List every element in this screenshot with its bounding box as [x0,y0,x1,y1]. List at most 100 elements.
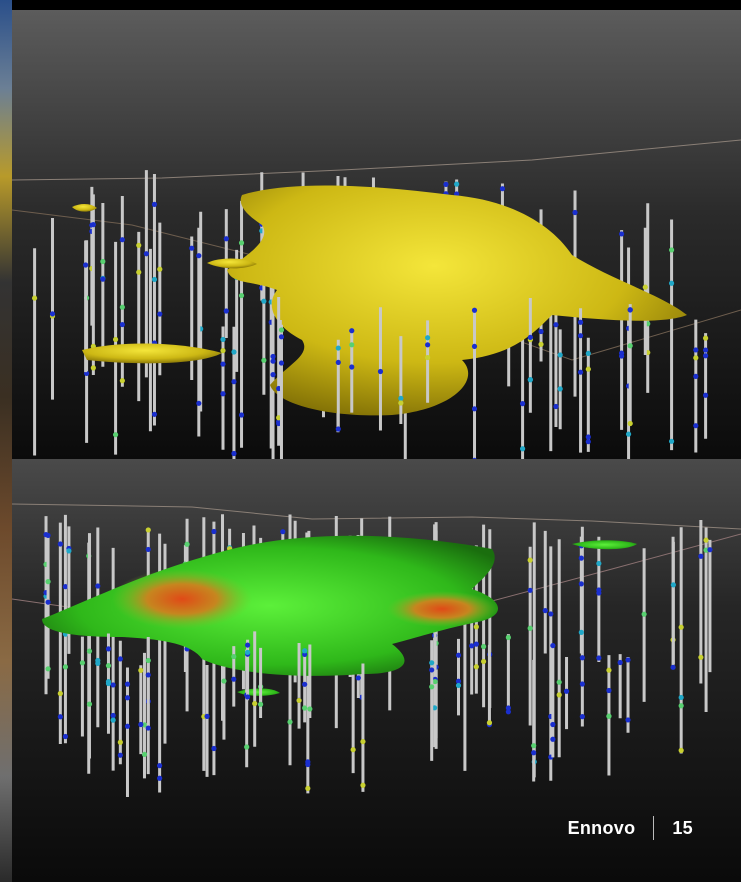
sample-marker [157,266,163,272]
sample-marker [698,553,704,559]
sample-marker [527,557,533,563]
sample-marker [302,705,308,711]
sample-marker [471,343,478,349]
sample-marker [238,412,245,418]
sample-marker [553,322,559,328]
sample-marker [157,763,163,769]
sample-marker [596,590,602,596]
sample-marker [145,672,151,678]
sample-marker [577,319,584,325]
sample-marker [398,400,404,406]
sample-marker [596,560,602,567]
sample-marker [471,406,478,412]
sample-marker [231,676,237,682]
sample-marker [550,642,556,649]
sample-marker [579,681,585,687]
sample-marker [110,712,116,719]
sample-marker [66,548,72,554]
sample-marker [703,537,709,543]
sample-marker [83,262,89,268]
sample-marker [455,652,462,658]
drillholes-top-front [220,296,709,459]
sample-marker [257,701,264,707]
sample-marker [625,657,631,663]
sample-marker [124,695,131,701]
sample-marker [278,360,285,366]
sample-marker [138,667,144,673]
sample-marker [527,334,533,340]
sample-marker [349,364,355,370]
sample-marker [527,625,533,631]
sample-marker [355,675,361,681]
sample-marker [360,738,366,745]
sample-marker [141,751,148,758]
sample-marker [296,697,302,704]
sample-marker [527,587,533,593]
sample-marker [349,342,355,348]
sample-marker [606,667,612,673]
sample-marker [117,752,123,758]
sample-marker [703,335,709,341]
sample-marker [62,733,69,740]
sample-marker [335,345,341,351]
sample-marker [572,209,578,216]
sample-marker [302,651,308,658]
sample-marker [100,258,106,265]
sample-marker [151,201,158,207]
sample-marker [151,276,158,283]
sample-marker [703,547,709,553]
bottom-3d-scene [12,459,741,882]
sample-marker [45,666,51,672]
sample-marker [31,295,38,301]
sample-marker [62,664,69,670]
sample-marker [585,366,591,372]
sample-marker [287,719,293,725]
sample-marker [505,705,511,711]
sample-marker [585,434,591,440]
page-footer: Ennovo 15 [568,816,693,840]
sample-marker [245,649,251,655]
sample-marker [481,643,487,650]
sample-marker [105,678,112,685]
sample-marker [693,423,699,429]
sample-marker [469,643,475,649]
sample-marker [276,385,282,392]
sample-marker [556,692,562,698]
sample-marker [398,395,404,401]
sample-marker [429,667,435,673]
sample-marker [619,353,625,359]
sample-marker [138,721,144,728]
orebody-3d-model-view-yellow [12,10,741,459]
sample-marker [86,648,93,654]
sample-marker [606,713,612,719]
sample-marker [223,236,229,242]
sample-marker [641,611,647,617]
sample-marker [117,656,123,662]
sample-marker [538,328,544,335]
sample-marker [454,191,460,197]
sample-marker [231,349,237,355]
sample-marker [579,714,585,720]
footer-divider [653,816,655,840]
sample-marker [145,527,151,533]
sample-marker [335,359,341,366]
sample-marker [577,333,584,339]
sample-marker [579,655,585,661]
sample-marker [231,653,237,660]
sample-marker [617,659,623,666]
sample-marker [703,353,709,359]
sample-marker [678,747,684,753]
sample-marker [443,181,449,187]
top-3d-scene [12,10,741,459]
sample-marker [83,370,90,377]
sample-marker [703,347,709,353]
sample-marker [693,355,699,361]
sample-marker [642,284,648,290]
sample-marker [670,582,676,588]
sample-marker [119,304,125,310]
sample-marker [220,391,226,397]
sample-marker [627,307,633,313]
sample-marker [278,327,285,333]
sample-marker [668,280,675,286]
sample-marker [678,624,684,630]
